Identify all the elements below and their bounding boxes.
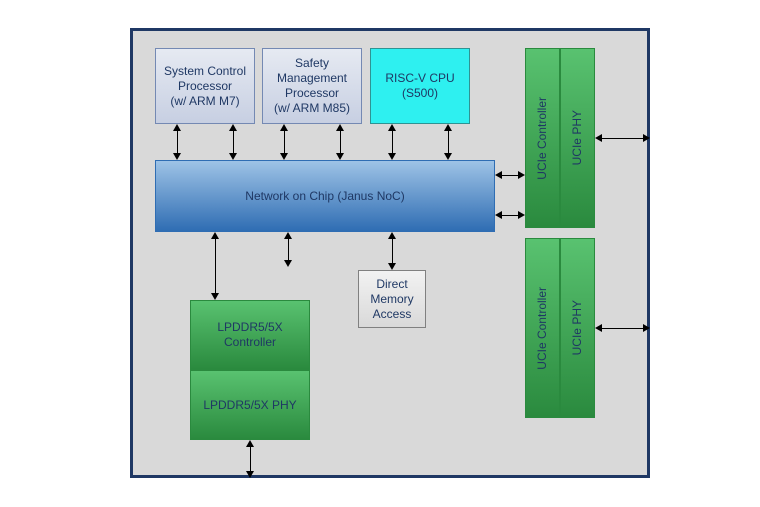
block-label: UCIe PHY (570, 300, 585, 355)
block-label: LPDDR5/5X PHY (203, 398, 296, 413)
block-noc: Network on Chip (Janus NoC) (155, 160, 495, 232)
block-label: Network on Chip (Janus NoC) (245, 189, 404, 204)
block-scp: System Control Processor (w/ ARM M7) (155, 48, 255, 124)
block-riscv: RISC-V CPU (S500) (370, 48, 470, 124)
block-lpddr_ctrl: LPDDR5/5X Controller (190, 300, 310, 370)
block-label: RISC-V CPU (S500) (385, 71, 454, 101)
block-ucie_phy_2: UCIe PHY (560, 238, 595, 418)
block-ucie_ctrl_2: UCIe Controller (525, 238, 560, 418)
block-label: System Control Processor (w/ ARM M7) (164, 64, 246, 109)
block-label: UCIe PHY (570, 110, 585, 165)
block-ucie_phy_1: UCIe PHY (560, 48, 595, 228)
diagram-canvas: System Control Processor (w/ ARM M7) Safe… (0, 0, 760, 507)
block-ucie_ctrl_1: UCIe Controller (525, 48, 560, 228)
block-label: Safety Management Processor (w/ ARM M85) (274, 56, 350, 116)
block-label: UCIe Controller (535, 287, 550, 370)
block-label: Direct Memory Access (370, 277, 413, 322)
block-smp: Safety Management Processor (w/ ARM M85) (262, 48, 362, 124)
block-label: UCIe Controller (535, 97, 550, 180)
block-lpddr_phy: LPDDR5/5X PHY (190, 370, 310, 440)
block-dma: Direct Memory Access (358, 270, 426, 328)
block-label: LPDDR5/5X Controller (217, 320, 282, 350)
